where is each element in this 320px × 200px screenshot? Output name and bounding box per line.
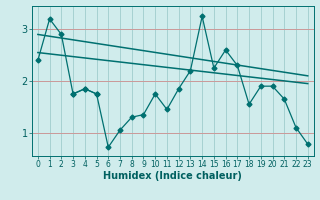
X-axis label: Humidex (Indice chaleur): Humidex (Indice chaleur) (103, 171, 242, 181)
